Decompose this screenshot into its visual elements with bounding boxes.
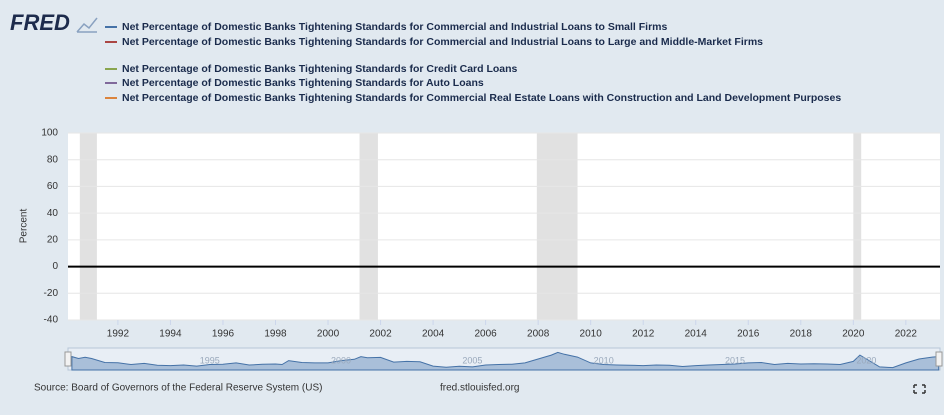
- x-tick-label: 1994: [159, 329, 182, 340]
- legend-label: Net Percentage of Domestic Banks Tighten…: [122, 63, 518, 75]
- legend-label: Net Percentage of Domestic Banks Tighten…: [122, 77, 484, 89]
- y-tick-label: 60: [47, 181, 59, 192]
- y-tick-label: 40: [47, 208, 59, 219]
- x-tick-label: 1998: [264, 329, 287, 340]
- x-tick-label: 2006: [474, 329, 497, 340]
- y-tick-label: -20: [44, 288, 59, 299]
- y-tick-label: 100: [41, 128, 58, 139]
- y-tick-label: -40: [44, 315, 59, 326]
- navigator-tick-label: 2005: [462, 355, 482, 365]
- x-tick-label: 1992: [107, 329, 130, 340]
- y-axis-label: Percent: [19, 209, 30, 244]
- x-tick-label: 2008: [527, 329, 550, 340]
- navigator-handle-left[interactable]: [64, 351, 72, 367]
- x-tick-label: 2022: [895, 329, 918, 340]
- legend-label: Net Percentage of Domestic Banks Tighten…: [122, 92, 841, 104]
- x-tick-label: 2012: [632, 329, 655, 340]
- x-tick-label: 2014: [685, 329, 708, 340]
- fullscreen-icon[interactable]: [913, 384, 926, 394]
- x-tick-label: 2010: [580, 329, 603, 340]
- y-tick-label: 80: [47, 154, 59, 165]
- legend-label: Net Percentage of Domestic Banks Tighten…: [122, 36, 763, 48]
- x-tick-label: 2004: [422, 329, 445, 340]
- x-tick-label: 2020: [842, 329, 865, 340]
- navigator-tick-label: 2010: [594, 355, 614, 365]
- source: Source: Board of Governors of the Federa…: [34, 383, 322, 394]
- x-tick-label: 1996: [212, 329, 235, 340]
- x-tick-label: 2002: [369, 329, 392, 340]
- legend-label: Net Percentage of Domestic Banks Tighten…: [122, 21, 667, 33]
- navigator-area: [71, 351, 940, 371]
- recession-band: [536, 133, 578, 320]
- plot-area: [68, 133, 940, 320]
- navigator-tick-label: 1995: [200, 355, 220, 365]
- site: fred.stlouisfed.org: [440, 383, 520, 394]
- navigator-tick-label: 2000: [331, 355, 351, 365]
- x-tick-label: 2016: [737, 329, 760, 340]
- navigator-tick-label: 2020: [856, 355, 876, 365]
- recession-band: [359, 133, 378, 320]
- x-tick-label: 2018: [790, 329, 813, 340]
- logo: FRED: [10, 10, 70, 35]
- navigator-handle-right[interactable]: [935, 351, 943, 367]
- recession-band: [853, 133, 862, 320]
- navigator-tick-label: 2015: [725, 355, 745, 365]
- recession-band: [79, 133, 97, 320]
- y-tick-label: 20: [47, 234, 59, 245]
- y-tick-label: 0: [52, 261, 58, 272]
- x-tick-label: 2000: [317, 329, 340, 340]
- logo-icon: [76, 17, 98, 33]
